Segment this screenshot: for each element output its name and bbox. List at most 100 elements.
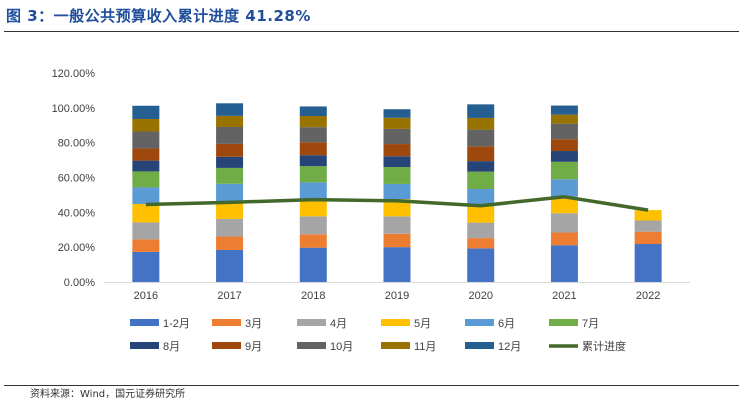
- legend-label: 7月: [582, 318, 599, 330]
- bar-2019-series-9: [383, 128, 411, 145]
- bar-2016-series-8: [132, 148, 160, 161]
- legend-label: 5月: [414, 318, 431, 330]
- legend-item-x-12: 累计进度: [549, 339, 626, 353]
- bar-2016-series-5: [132, 187, 160, 204]
- legend-label: 1-2月: [163, 318, 190, 330]
- bar-2019-series-2: [383, 233, 411, 248]
- bar-2017-series-4: [216, 201, 244, 219]
- bar-2019-series-7: [383, 156, 411, 168]
- bar-2018-series-2: [299, 234, 327, 248]
- bar-2017-series-6: [216, 167, 244, 184]
- bar-2017-series-5: [216, 183, 244, 202]
- y-tick-label: 0.00%: [64, 277, 95, 289]
- x-axis: 2016 2017 2018 2019 2020 2021 2022: [104, 282, 690, 302]
- legend-item-3-2: 3月: [212, 318, 262, 330]
- bar-2019-series-6: [383, 167, 411, 184]
- legend-swatch: [297, 342, 326, 349]
- bar-2016-series-2: [132, 239, 160, 252]
- legend-label: 3月: [245, 318, 262, 330]
- legend-label: 12月: [498, 341, 521, 353]
- bar-2017-series-8: [216, 143, 244, 157]
- bar-2018-series-1: [299, 247, 327, 282]
- x-tick-label-2020: 2020: [468, 290, 492, 302]
- title-divider: [4, 31, 739, 32]
- bar-2017-series-11: [216, 103, 244, 116]
- legend-item-1-2-1: 1-2月: [130, 318, 190, 330]
- bar-2020-series-5: [467, 188, 495, 207]
- bar-2017-series-10: [216, 115, 244, 127]
- bar-2016-series-4: [132, 203, 160, 223]
- bar-2018-series-3: [299, 216, 327, 235]
- bar-2022-series-2: [634, 231, 662, 245]
- bar-2020-series-7: [467, 161, 495, 172]
- bar-2019-series-8: [383, 144, 411, 157]
- bar-2020-series-3: [467, 222, 495, 239]
- bar-2017-series-1: [216, 249, 244, 282]
- bar-2021-series-2: [550, 232, 578, 246]
- source-note: 资料来源：Wind，国元证券研究所: [30, 389, 186, 400]
- bar-2020-series-4: [467, 206, 495, 223]
- bar-2018-series-8: [299, 142, 327, 156]
- bar-2018-series-4: [299, 198, 327, 217]
- bar-2020-series-6: [467, 171, 495, 189]
- legend-swatch: [465, 319, 494, 326]
- y-tick-label: 20.00%: [58, 242, 96, 254]
- bar-2017-series-9: [216, 126, 244, 144]
- chart-legend: 1-2月 3月 4月 5月 6月 7月 8月 9月 10月 11月 12月 累计进度: [130, 318, 626, 353]
- legend-item-6-5: 6月: [465, 318, 515, 330]
- y-tick-label: 40.00%: [58, 207, 96, 219]
- x-tick-label-2018: 2018: [301, 290, 325, 302]
- bar-2016-series-1: [132, 251, 160, 282]
- x-tick-label-2021: 2021: [552, 290, 576, 302]
- legend-swatch: [130, 319, 159, 326]
- bar-2019-series-1: [383, 247, 411, 282]
- x-tick-label-2016: 2016: [134, 290, 158, 302]
- bar-2021-series-8: [550, 139, 578, 152]
- bar-2022-series-4: [634, 210, 662, 221]
- bar-2020-series-11: [467, 104, 495, 118]
- x-tick-label-2017: 2017: [217, 290, 241, 302]
- figure-title: 图 3：一般公共预算收入累计进度 41.28%: [6, 7, 311, 25]
- bar-2018-series-10: [299, 116, 327, 128]
- bar-2016-series-11: [132, 105, 160, 119]
- legend-item-9-8: 9月: [212, 341, 262, 353]
- bar-2021-series-11: [550, 105, 578, 115]
- bar-2020-series-1: [467, 248, 495, 282]
- bar-2020-series-10: [467, 117, 495, 130]
- bar-2019-series-11: [383, 109, 411, 118]
- legend-swatch: [212, 319, 241, 326]
- legend-label: 6月: [498, 318, 515, 330]
- legend-label: 9月: [245, 341, 262, 353]
- bar-2021-series-6: [550, 161, 578, 180]
- stacked-bar-chart: 0.00% 20.00% 40.00% 60.00% 80.00% 100.00% 120.…: [52, 68, 690, 353]
- legend-label: 累计进度: [582, 339, 626, 353]
- bar-2016-series-10: [132, 118, 160, 132]
- bar-2016-series-9: [132, 131, 160, 149]
- bar-2019-series-4: [383, 199, 411, 217]
- legend-swatch: [297, 319, 326, 326]
- bar-2021-series-3: [550, 213, 578, 233]
- bar-2017-series-7: [216, 156, 244, 168]
- bar-2018-series-7: [299, 155, 327, 167]
- legend-item-8-7: 8月: [130, 341, 180, 353]
- legend-label: 11月: [414, 341, 436, 353]
- progress-line-group: [145, 195, 649, 212]
- bar-2018-series-9: [299, 127, 327, 143]
- x-tick-label-2019: 2019: [385, 290, 409, 302]
- legend-swatch: [130, 342, 159, 349]
- bar-2021-series-9: [550, 123, 578, 140]
- bar-2021-series-10: [550, 114, 578, 124]
- legend-item-7-6: 7月: [549, 318, 599, 330]
- legend-swatch: [381, 319, 410, 326]
- bar-2022-series-1: [634, 244, 662, 282]
- bar-2022-series-3: [634, 220, 662, 232]
- bar-2019-series-5: [383, 183, 411, 200]
- bar-2021-series-5: [550, 179, 578, 197]
- bar-2019-series-10: [383, 117, 411, 129]
- bar-2016-series-7: [132, 160, 160, 172]
- y-tick-label: 100.00%: [52, 103, 96, 115]
- legend-label: 8月: [163, 341, 180, 353]
- bar-2020-series-9: [467, 129, 495, 147]
- legend-item-4-3: 4月: [297, 318, 347, 330]
- legend-item-12-11: 12月: [465, 341, 521, 353]
